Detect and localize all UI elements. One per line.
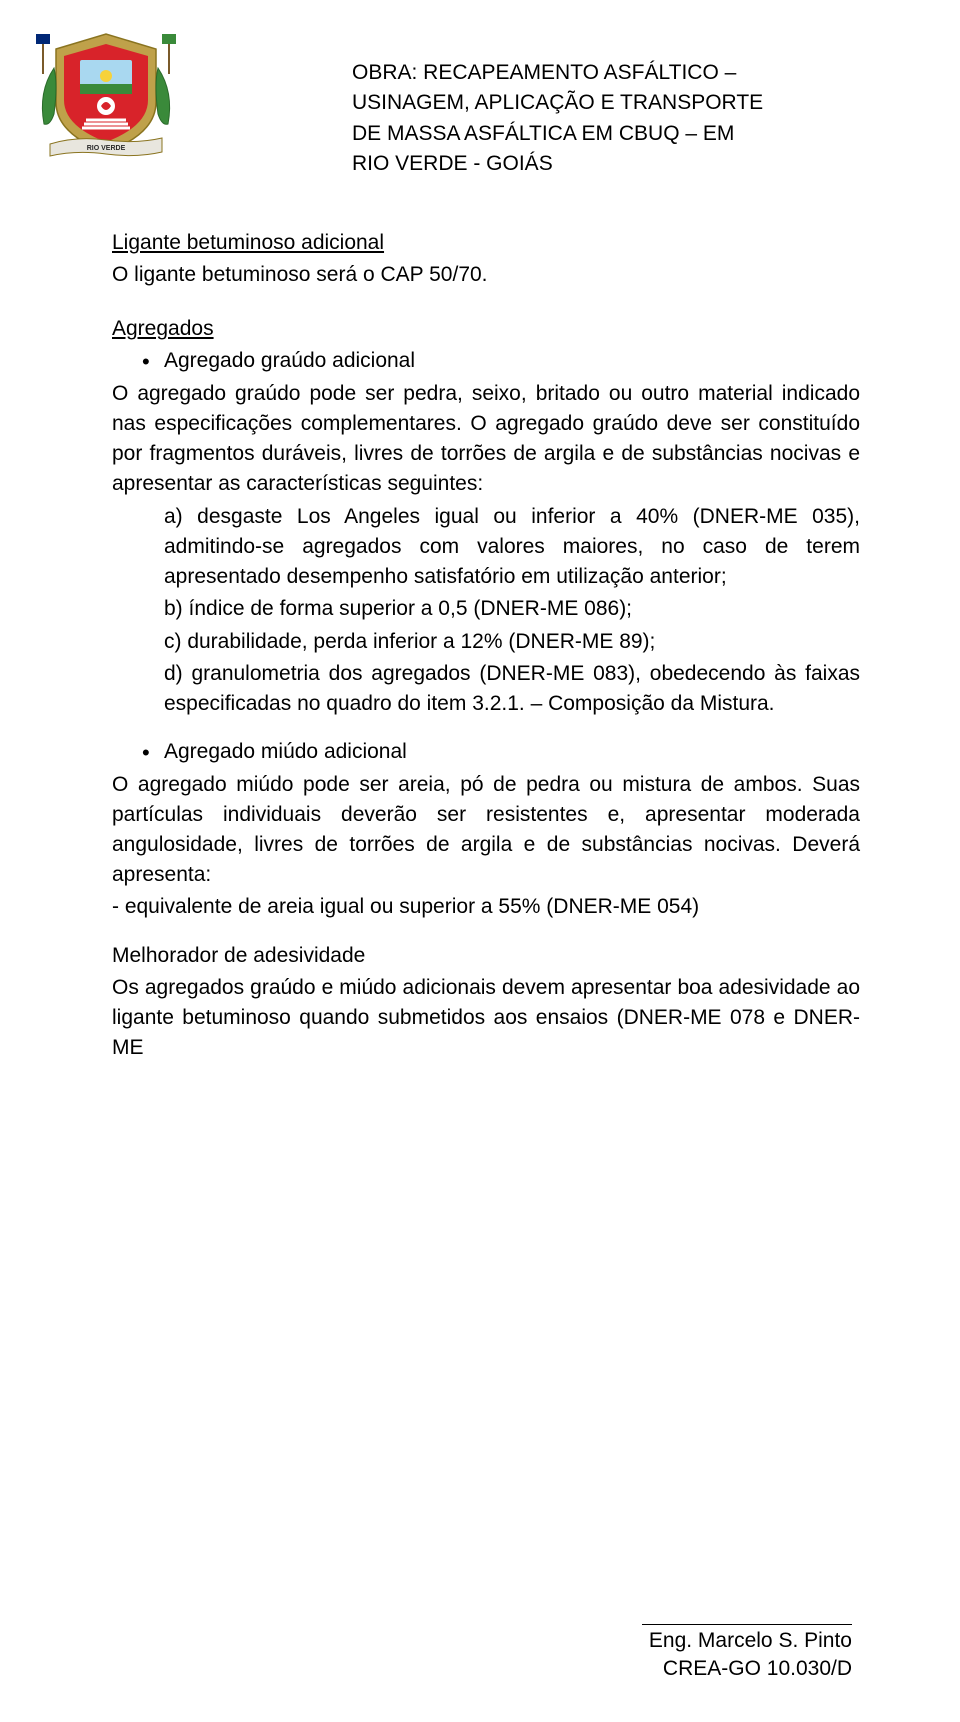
header-line: USINAGEM, APLICAÇÃO E TRANSPORTE xyxy=(352,88,860,118)
paragraph: O ligante betuminoso será o CAP 50/70. xyxy=(112,260,860,290)
bullet-label: Agregado miúdo adicional xyxy=(164,740,407,763)
section-heading-melhorador: Melhorador de adesividade xyxy=(112,941,860,971)
municipal-crest-icon: RIO VERDE xyxy=(36,24,176,164)
paragraph: Os agregados graúdo e miúdo adicionais d… xyxy=(112,973,860,1064)
sub-item-d: d) granulometria dos agregados (DNER-ME … xyxy=(112,659,860,719)
list-item: Agregado miúdo adicional xyxy=(112,737,860,767)
engineer-name: Eng. Marcelo S. Pinto xyxy=(642,1627,852,1654)
signature-block: Eng. Marcelo S. Pinto CREA-GO 10.030/D xyxy=(642,1624,852,1682)
crea-number: CREA-GO 10.030/D xyxy=(642,1655,852,1682)
bullet-list: Agregado graúdo adicional xyxy=(112,346,860,376)
list-item: Agregado graúdo adicional xyxy=(112,346,860,376)
signature-line xyxy=(642,1624,852,1625)
header-line: OBRA: RECAPEAMENTO ASFÁLTICO – xyxy=(352,58,860,88)
bullet-list: Agregado miúdo adicional xyxy=(112,737,860,767)
header-line: DE MASSA ASFÁLTICA EM CBUQ – EM xyxy=(352,119,860,149)
paragraph: O agregado graúdo pode ser pedra, seixo,… xyxy=(112,379,860,500)
section-heading-ligante: Ligante betuminoso adicional xyxy=(112,228,860,258)
paragraph: O agregado miúdo pode ser areia, pó de p… xyxy=(112,770,860,891)
bullet-label: Agregado graúdo adicional xyxy=(164,349,415,372)
sub-item-c: c) durabilidade, perda inferior a 12% (D… xyxy=(112,627,860,657)
section-heading-agregados: Agregados xyxy=(112,314,860,344)
svg-text:RIO VERDE: RIO VERDE xyxy=(87,145,126,152)
document-header: OBRA: RECAPEAMENTO ASFÁLTICO – USINAGEM,… xyxy=(352,58,860,180)
sub-item-b: b) índice de forma superior a 0,5 (DNER-… xyxy=(112,594,860,624)
paragraph: - equivalente de areia igual ou superior… xyxy=(112,892,860,922)
sub-item-a: a) desgaste Los Angeles igual ou inferio… xyxy=(112,502,860,593)
document-body: Ligante betuminoso adicional O ligante b… xyxy=(112,228,860,1064)
header-line: RIO VERDE - GOIÁS xyxy=(352,149,860,179)
